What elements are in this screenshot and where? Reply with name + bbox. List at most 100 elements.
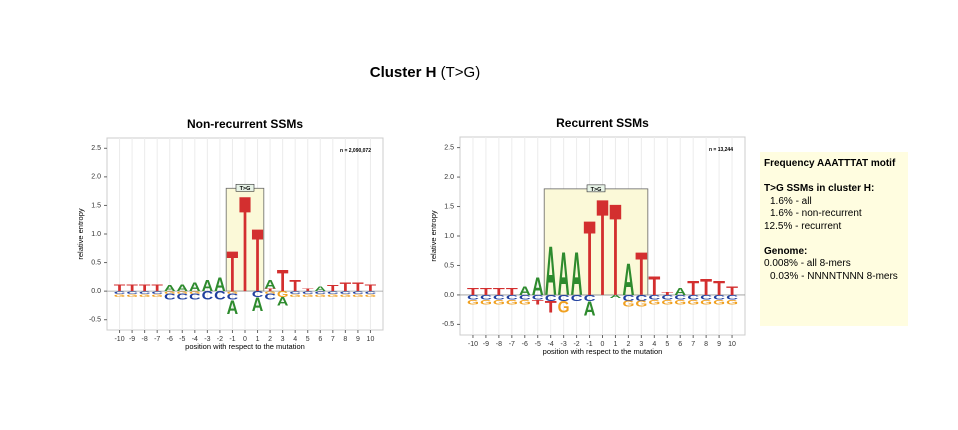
title-rest: (T>G)	[441, 64, 481, 81]
info-line: Genome:	[764, 245, 808, 257]
logo-letter: G	[687, 299, 699, 306]
x-tick-label: 6	[678, 341, 682, 348]
logo-letter: T	[635, 239, 647, 308]
x-tick-label: 8	[343, 336, 347, 343]
x-tick-label: -7	[509, 341, 515, 348]
logo-letter: T	[277, 264, 289, 298]
x-tick-label: -1	[586, 341, 592, 348]
logo-letter: C	[661, 294, 673, 301]
logo-letter: C	[558, 294, 570, 303]
logo-letter: C	[584, 294, 596, 303]
highlight-box	[225, 187, 265, 292]
x-tick-label: 8	[704, 341, 708, 348]
logo-letter: C	[545, 294, 557, 303]
logo-letter: T	[139, 283, 151, 294]
x-tick-label: -2	[573, 341, 579, 348]
x-tick-label: 6	[318, 336, 322, 343]
logo-letter: G	[227, 290, 239, 294]
logo-letter: G	[700, 299, 712, 306]
logo-letter: C	[571, 294, 583, 303]
x-tick-label: -4	[192, 336, 198, 343]
logo-letter: G	[558, 298, 570, 316]
title-bold: Cluster H	[370, 64, 437, 81]
info-line: T>G SSMs in cluster H:	[764, 183, 875, 194]
y-tick-label: 2.5	[91, 145, 101, 152]
logo-letter: C	[506, 294, 518, 301]
y-tick-label: 1.0	[91, 231, 101, 238]
logo-letter: C	[532, 294, 544, 301]
logo-letter: G	[674, 299, 686, 306]
logo-letter: T	[700, 274, 712, 300]
x-tick-label: -5	[535, 341, 541, 348]
logo-letter: C	[622, 294, 634, 303]
logo-letter: G	[480, 299, 492, 306]
info-line: 1.6% - non-recurrent	[770, 208, 862, 219]
logo-letter: A	[315, 285, 327, 292]
y-tick-label: -0.5	[442, 321, 454, 328]
logo-letter: C	[214, 289, 226, 302]
logo-letter: C	[467, 294, 479, 301]
logo-letter: C	[315, 290, 327, 294]
y-tick-label: 0.0	[91, 288, 101, 295]
logo-letter: A	[622, 255, 634, 305]
logo-letter: C	[519, 294, 531, 301]
x-tick-label: -3	[204, 336, 210, 343]
y-tick-label: 1.0	[444, 233, 454, 240]
logo-letter: G	[506, 299, 518, 306]
logo-letter: G	[151, 293, 163, 297]
x-tick-label: 1	[256, 336, 260, 343]
logo-letter: A	[545, 233, 557, 311]
logo-letter: T	[506, 286, 518, 297]
logo-letter: G	[365, 293, 377, 297]
logo-letter: G	[661, 299, 673, 306]
x-tick-label: 2	[626, 341, 630, 348]
logo-letter: G	[713, 299, 725, 306]
logo-letter: C	[177, 293, 189, 302]
logo-letter: C	[648, 294, 660, 301]
logo-letter: T	[252, 211, 264, 311]
y-axis-label: relative entropy	[429, 210, 438, 262]
annotation: n = 2,090,072	[340, 148, 371, 154]
logo-letter: G	[114, 293, 126, 297]
x-tick-label: -9	[483, 341, 489, 348]
x-tick-label: -9	[129, 336, 135, 343]
x-axis-label: position with respect to the mutation	[543, 347, 663, 356]
x-tick-label: -8	[496, 341, 502, 348]
y-tick-label: 2.0	[91, 174, 101, 181]
y-axis-label: relative entropy	[76, 208, 85, 260]
logo-letter: C	[700, 294, 712, 301]
x-tick-label: -6	[522, 341, 528, 348]
logo-letter: C	[126, 290, 138, 294]
logo-letter: A	[227, 296, 239, 318]
logo-letter: C	[365, 290, 377, 294]
logo-letter: G	[177, 290, 189, 294]
logo-letter: A	[558, 239, 570, 308]
logo-letter: C	[227, 293, 239, 302]
logo-letter: A	[189, 281, 201, 294]
x-tick-label: 3	[281, 336, 285, 343]
logo-letter: A	[609, 294, 621, 299]
logo-letter: T	[151, 283, 163, 294]
logo-letter: T	[302, 288, 314, 292]
logo-letter: T	[126, 283, 138, 294]
x-tick-label: 5	[306, 336, 310, 343]
info-line: 0.008% - all 8-mers	[764, 258, 851, 269]
logo-letter: C	[687, 294, 699, 301]
logo-letter: A	[264, 278, 276, 291]
logo-letter: T	[264, 288, 276, 292]
logo-letter: T	[289, 277, 301, 295]
logo-letter: G	[139, 293, 151, 297]
logo-letter: G	[327, 293, 339, 297]
x-tick-label: -10	[468, 341, 478, 348]
logo-letter: G	[622, 299, 634, 308]
logo-letter: A	[214, 274, 226, 296]
x-tick-label: 7	[691, 341, 695, 348]
logo-letter: T	[114, 283, 126, 294]
y-tick-label: 2.5	[444, 144, 454, 151]
logo-letter: C	[726, 294, 738, 301]
logo-letter: C	[252, 290, 264, 299]
y-tick-label: 1.5	[444, 203, 454, 210]
logo-letter: A	[177, 283, 189, 294]
highlight-label: T>G	[591, 187, 602, 193]
